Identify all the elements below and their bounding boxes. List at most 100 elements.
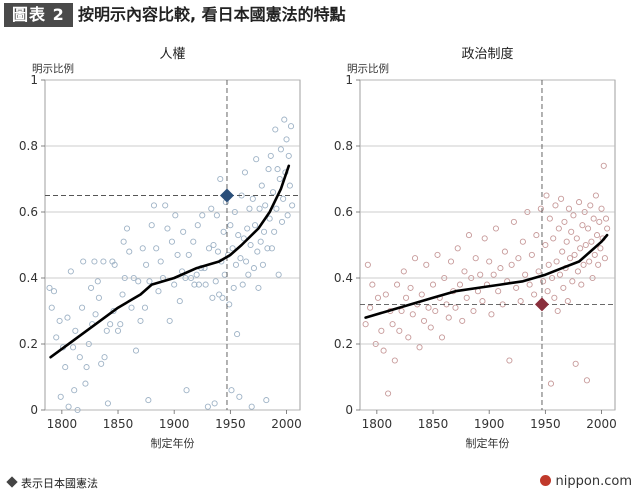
scatter-point bbox=[564, 298, 571, 305]
scatter-point bbox=[569, 278, 576, 285]
scatter-point bbox=[597, 245, 604, 252]
scatter-point bbox=[259, 261, 266, 268]
scatter-point bbox=[537, 205, 544, 212]
scatter-point bbox=[285, 152, 292, 159]
scatter-point bbox=[380, 347, 387, 354]
scatter-point bbox=[234, 331, 241, 338]
scatter-point bbox=[62, 364, 69, 371]
scatter-point bbox=[111, 261, 118, 268]
scatter-point bbox=[210, 241, 217, 249]
scatter-point bbox=[267, 152, 274, 159]
scatter-point bbox=[162, 202, 169, 209]
scatter-point bbox=[551, 294, 558, 301]
scatter-point bbox=[403, 294, 410, 301]
scatter-point bbox=[372, 340, 379, 348]
scatter-point bbox=[276, 175, 283, 183]
scatter-point bbox=[461, 268, 468, 275]
plot-frame bbox=[44, 79, 301, 411]
x-axis-label: 制定年份 bbox=[151, 436, 195, 450]
scatter-point bbox=[602, 215, 610, 222]
scatter-point bbox=[389, 321, 396, 328]
scatter-point bbox=[556, 271, 564, 278]
scatter-point bbox=[492, 225, 499, 232]
japan-marker bbox=[219, 188, 234, 203]
scatter-point bbox=[441, 274, 448, 282]
scatter-point bbox=[212, 278, 219, 285]
scatter-point bbox=[519, 238, 526, 245]
scatter-point bbox=[132, 347, 140, 354]
y-tick-label: 0.8 bbox=[19, 139, 38, 153]
scatter-point bbox=[578, 281, 585, 288]
scatter-point bbox=[241, 169, 249, 176]
scatter-point bbox=[561, 218, 568, 225]
scatter-point bbox=[85, 340, 92, 348]
scatter-point bbox=[429, 281, 437, 288]
scatter-point bbox=[508, 261, 515, 268]
scatter-point bbox=[394, 281, 401, 288]
scatter-point bbox=[596, 218, 603, 225]
scatter-point bbox=[110, 307, 117, 315]
scatter-point bbox=[273, 205, 280, 212]
scatter-point bbox=[253, 156, 260, 163]
x-tick-label: 2000 bbox=[586, 417, 617, 431]
plot-frame bbox=[359, 79, 616, 411]
scatter-point bbox=[247, 241, 254, 249]
scatter-point bbox=[155, 288, 162, 295]
x-tick-label: 1950 bbox=[215, 417, 246, 431]
scatter-point bbox=[227, 222, 234, 229]
scatter-point bbox=[447, 258, 455, 265]
scatter-point bbox=[580, 261, 587, 268]
scatter-point bbox=[232, 261, 240, 268]
legend: 表示日本國憲法 bbox=[6, 476, 98, 492]
scatter-point bbox=[591, 251, 598, 258]
scatter-point bbox=[400, 268, 407, 275]
scatter-point bbox=[71, 387, 78, 394]
scatter-point bbox=[191, 281, 198, 288]
scatter-point bbox=[438, 334, 446, 341]
scatter-point bbox=[104, 400, 111, 407]
scatter-point bbox=[546, 215, 553, 222]
scatter-point bbox=[416, 344, 423, 351]
scatter-point bbox=[481, 235, 488, 242]
scatter-point bbox=[209, 294, 216, 301]
scatter-point bbox=[65, 403, 72, 410]
scatter-point bbox=[211, 400, 218, 407]
scatter-point bbox=[517, 298, 524, 305]
scatter-point bbox=[269, 189, 277, 196]
scatter-point bbox=[598, 205, 605, 212]
scatter-point bbox=[208, 205, 215, 212]
scatter-point bbox=[589, 274, 596, 282]
y-tick-label: 1 bbox=[345, 73, 353, 87]
scatter-point bbox=[257, 238, 264, 245]
scatter-point bbox=[495, 288, 502, 295]
scatter-point bbox=[281, 116, 288, 123]
scatter-point bbox=[526, 281, 533, 288]
scatter-point bbox=[452, 304, 459, 311]
scatter-point bbox=[82, 380, 89, 387]
scatter-point bbox=[220, 228, 227, 235]
scatter-point bbox=[135, 278, 142, 285]
scatter-point bbox=[590, 215, 597, 222]
scatter-point bbox=[219, 294, 226, 301]
scatter-point bbox=[391, 357, 398, 364]
scatter-point bbox=[574, 268, 581, 275]
y-tick-label: 0.6 bbox=[19, 205, 38, 219]
scatter-point bbox=[56, 317, 63, 324]
scatter-point bbox=[146, 278, 153, 285]
scatter-point bbox=[571, 251, 578, 258]
scatter-point bbox=[570, 212, 577, 219]
y-tick-label: 0 bbox=[30, 403, 38, 417]
scatter-point bbox=[407, 284, 414, 291]
scatter-point bbox=[513, 284, 520, 291]
chart-title: 人權 bbox=[159, 47, 185, 62]
scatter-point bbox=[579, 222, 586, 229]
scatter-point bbox=[103, 327, 110, 334]
scatter-point bbox=[367, 304, 374, 311]
scatter-point bbox=[533, 232, 540, 239]
scatter-point bbox=[364, 261, 371, 268]
scatter-point bbox=[183, 387, 190, 394]
scatter-point bbox=[501, 248, 508, 255]
scatter-point bbox=[456, 281, 464, 288]
y-tick-label: 0.4 bbox=[334, 271, 353, 285]
scatter-point bbox=[172, 212, 179, 219]
